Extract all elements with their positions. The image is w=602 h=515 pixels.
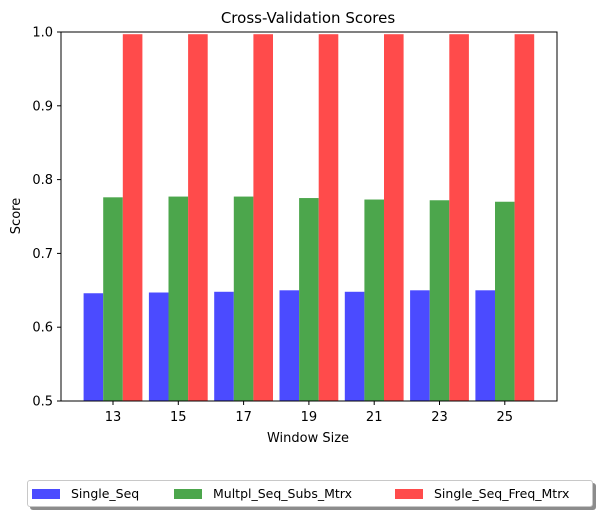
legend-label: Single_Seq_Freq_Mtrx [434, 486, 570, 501]
x-tick-label: 21 [366, 410, 383, 425]
x-axis: 13 15 17 19 21 23 25 [105, 401, 513, 425]
bar-multpl-seq-subs-mtrx-19 [299, 198, 319, 401]
bar-single-seq-freq-mtrx-17 [253, 34, 273, 402]
y-tick-label: 0.5 [32, 395, 53, 410]
x-tick-label: 15 [170, 410, 187, 425]
legend-item-single-seq-freq-mtrx: Single_Seq_Freq_Mtrx [395, 481, 569, 506]
bar-multpl-seq-subs-mtrx-25 [495, 201, 515, 401]
bar-single-seq-freq-mtrx-21 [384, 34, 404, 402]
bar-single-seq-21 [344, 291, 365, 401]
bar-chart: Cross-Validation Scores 0.5 0.6 0.7 0.8 0.9 1… [9, 9, 558, 446]
x-tick-label: 17 [235, 410, 252, 425]
y-tick-label: 1.0 [32, 26, 53, 41]
bar-multpl-seq-subs-mtrx-23 [429, 200, 450, 401]
legend-item-multpl-seq-subs-mtrx: Multpl_Seq_Subs_Mtrx [174, 481, 352, 506]
bar-single-seq-17 [214, 291, 234, 401]
y-axis-label: Score [9, 198, 24, 234]
legend-item-single-seq: Single_Seq [32, 481, 139, 506]
bar-single-seq-25 [475, 290, 495, 401]
bar-multpl-seq-subs-mtrx-21 [364, 199, 384, 401]
bar-single-seq-23 [410, 290, 430, 401]
x-axis-label: Window Size [267, 431, 349, 446]
legend-label: Multpl_Seq_Subs_Mtrx [213, 486, 352, 501]
bar-multpl-seq-subs-mtrx-15 [168, 196, 189, 401]
x-tick-label: 23 [431, 410, 448, 425]
y-axis: 0.5 0.6 0.7 0.8 0.9 1.0 [32, 26, 61, 410]
bar-single-seq-freq-mtrx-19 [318, 34, 339, 402]
bar-single-seq-freq-mtrx-23 [449, 34, 469, 402]
x-tick-label: 13 [105, 410, 122, 425]
chart-title: Cross-Validation Scores [221, 9, 396, 27]
bar-single-seq-15 [148, 292, 169, 401]
x-tick-label: 19 [301, 410, 318, 425]
bar-single-seq-13 [83, 293, 104, 401]
bars-group [83, 34, 535, 402]
bar-multpl-seq-subs-mtrx-13 [103, 197, 123, 401]
y-tick-label: 0.8 [32, 173, 53, 188]
legend-swatch [395, 488, 423, 499]
legend: Single_Seq Multpl_Seq_Subs_Mtrx Single_Seq… [27, 480, 593, 507]
x-tick-label: 25 [497, 410, 514, 425]
legend-label: Single_Seq [71, 486, 140, 501]
bar-single-seq-19 [279, 290, 300, 401]
bar-multpl-seq-subs-mtrx-17 [233, 196, 254, 401]
legend-swatch [174, 488, 202, 499]
y-tick-label: 0.7 [32, 247, 53, 262]
legend-swatch [32, 488, 60, 499]
bar-single-seq-freq-mtrx-25 [514, 34, 535, 402]
y-tick-label: 0.6 [32, 321, 53, 336]
bar-single-seq-freq-mtrx-13 [122, 34, 143, 402]
y-tick-label: 0.9 [32, 99, 53, 114]
bar-single-seq-freq-mtrx-15 [188, 34, 208, 402]
